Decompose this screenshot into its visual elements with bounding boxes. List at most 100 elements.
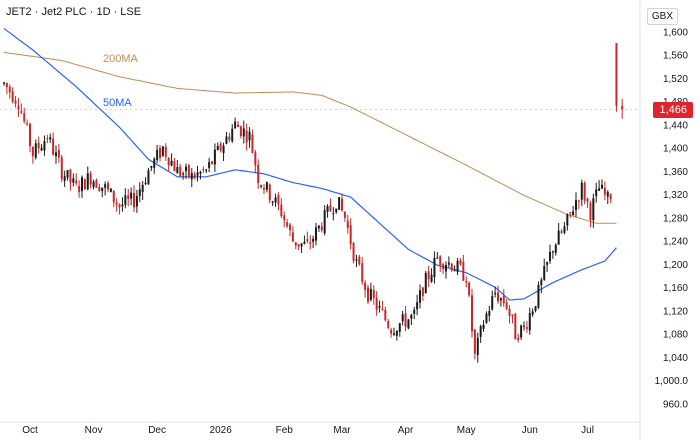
candle [173,158,176,172]
candle [11,87,14,104]
candle [592,193,595,228]
candle [531,308,534,317]
candle [471,288,473,338]
candle [416,294,419,316]
candle [60,154,63,183]
candle [52,132,55,156]
candle [381,300,384,311]
candle [525,320,528,333]
candle [205,168,208,174]
candle [26,119,29,127]
candle [141,181,144,201]
currency-label[interactable]: GBX [646,8,678,25]
candle [320,222,323,233]
candle [8,84,11,99]
candle [479,324,482,343]
candle [277,192,280,211]
candle [407,318,410,330]
last-price-tag: 1,466 [653,102,693,118]
y-tick-label: 1,320 [663,190,688,201]
candle [549,244,551,264]
y-tick-label: 1,080 [663,330,688,341]
candle [159,145,161,162]
candle [216,142,219,151]
candle [280,198,283,219]
candle [462,254,465,282]
candle [419,284,421,309]
ma50-line [3,28,617,301]
candle [361,256,364,285]
candle [306,231,309,244]
candle [494,286,497,298]
y-tick-label: 1,520 [663,74,688,85]
candle [404,305,407,332]
candle [92,179,95,190]
candle [309,235,312,250]
candle [528,307,531,335]
candle [268,183,271,204]
candle [450,262,453,272]
candle [112,190,115,208]
candle [251,129,254,154]
candle [375,291,378,316]
candle [393,327,395,337]
candle [352,241,355,264]
candle [603,181,606,200]
candle [291,226,294,243]
candle [465,276,468,288]
candle [133,185,135,212]
candle [121,197,124,212]
candle [265,181,268,193]
candle [208,157,211,173]
candle [598,180,601,192]
candle [390,327,393,338]
candle [170,153,173,167]
candle [436,252,439,259]
candle [315,222,317,246]
candle [329,198,332,212]
candle [473,328,476,360]
candle [569,212,572,218]
candle [499,297,502,307]
candle [17,97,20,117]
candle [554,243,557,256]
candle [317,224,320,232]
candle [482,320,485,332]
candle [237,120,239,128]
candle [75,173,78,186]
candle [563,222,566,235]
candle [520,324,523,341]
candle [109,188,112,193]
x-tick-label: May [457,425,476,436]
x-tick-label: Dec [148,425,166,436]
y-tick-label: 1,560 [663,51,688,62]
candle [537,281,540,309]
candle [456,257,459,276]
candle [491,290,494,311]
candle [326,204,329,218]
candle [202,166,205,173]
candle [40,144,43,152]
candle [294,242,297,250]
candle [589,200,592,228]
candle [86,166,89,191]
candle [5,82,8,95]
y-tick-label: 1,000.0 [655,376,689,387]
candle [401,310,404,326]
candle [20,103,23,115]
candle [387,319,390,330]
candle [497,285,499,304]
candle [546,261,549,273]
candle [303,235,306,245]
candle [372,285,375,305]
ma50-label: 50MA [103,97,132,109]
candle [164,143,167,161]
candle [263,184,265,195]
candle [323,205,326,236]
x-tick-label: Nov [85,425,103,436]
candle [543,258,546,281]
candle [107,180,109,193]
candle [609,193,612,204]
candle [445,261,447,279]
